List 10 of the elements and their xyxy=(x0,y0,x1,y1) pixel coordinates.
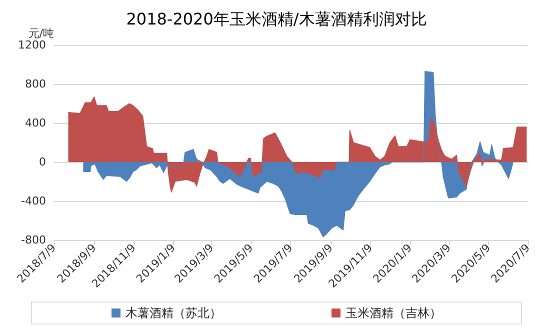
y-axis-title: 元/吨 xyxy=(28,27,54,40)
y-tick-label: 800 xyxy=(25,78,46,90)
y-tick-label: 0 xyxy=(39,156,46,168)
legend-label: 木薯酒精（苏北） xyxy=(126,306,222,320)
chart-title: 2018-2020年玉米酒精/木薯酒精利润对比 xyxy=(126,10,427,28)
legend-label: 玉米酒精（吉林） xyxy=(346,306,442,320)
y-tick-label: -400 xyxy=(21,194,46,208)
y-tick-label: 1200 xyxy=(18,38,46,52)
y-tick-label: 400 xyxy=(25,116,46,130)
y-tick-label: -800 xyxy=(21,234,46,246)
